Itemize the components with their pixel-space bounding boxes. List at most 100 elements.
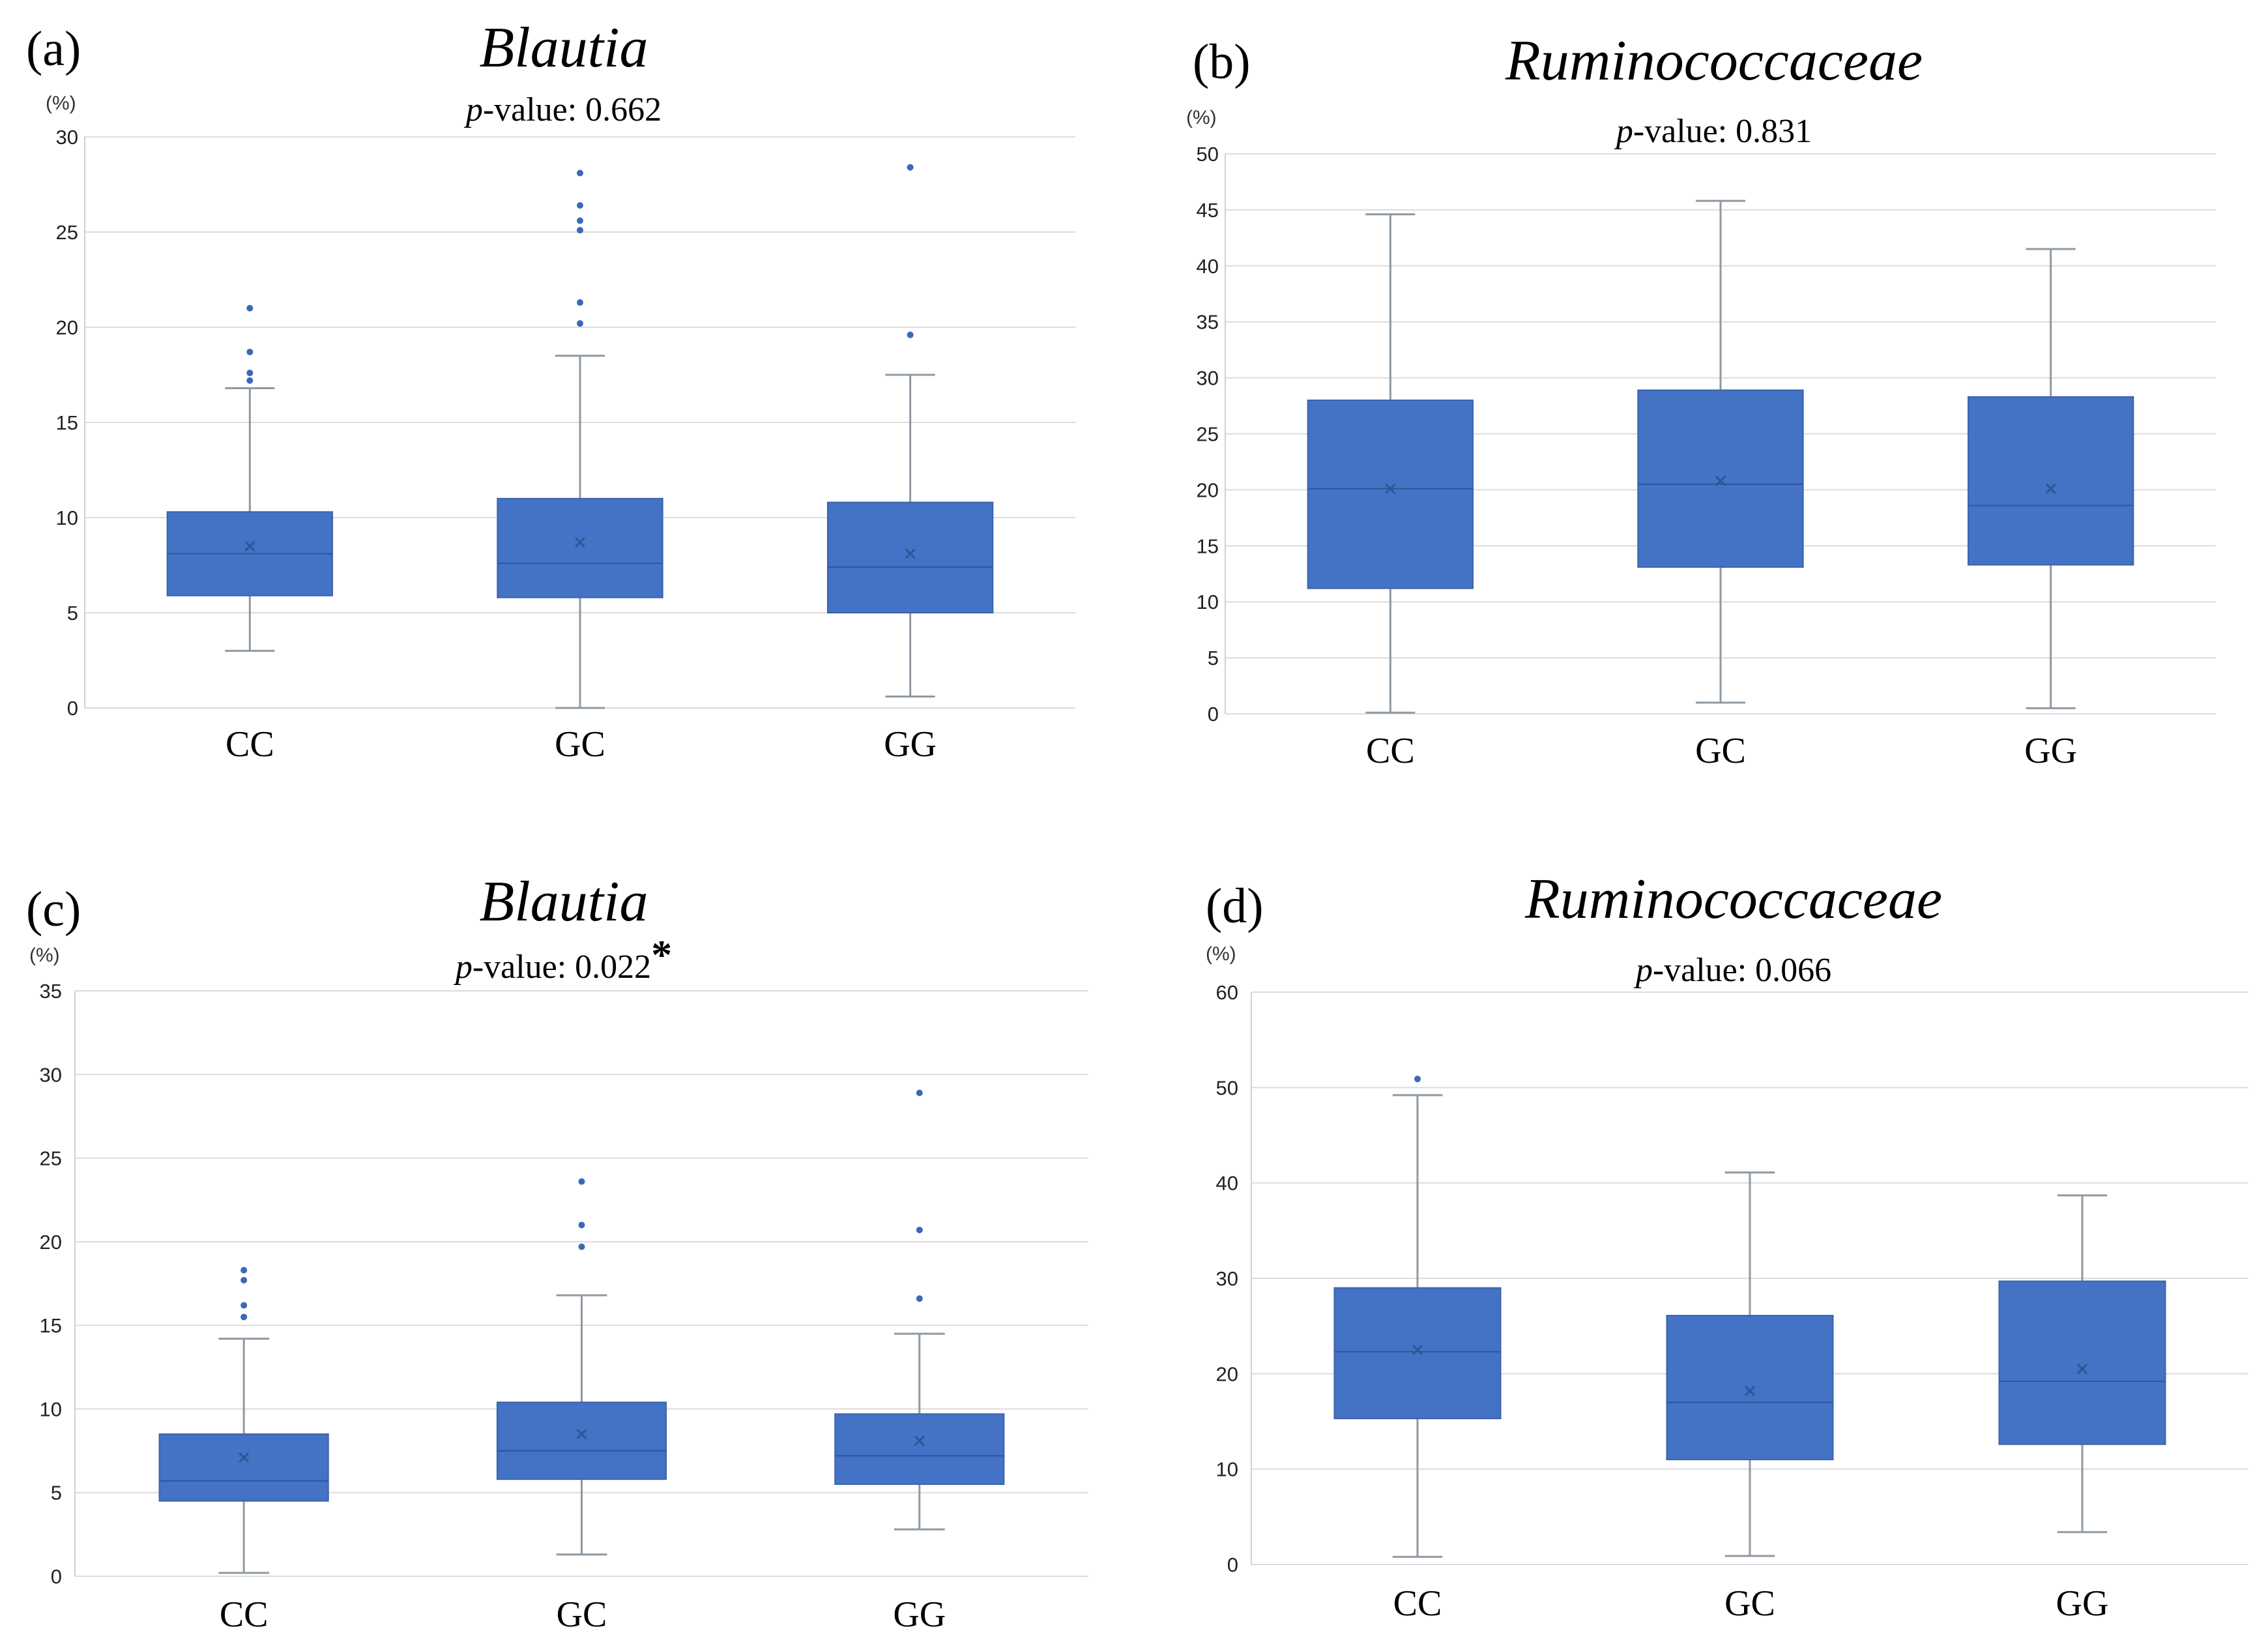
box-GG <box>1998 1194 2166 1533</box>
outlier-point <box>240 1267 248 1274</box>
y-tick-label: 20 <box>40 1231 62 1254</box>
outlier-point <box>577 217 583 224</box>
outlier-point <box>240 1276 248 1284</box>
p-value-text: -value: 0.831 <box>1633 113 1812 150</box>
panel-letter: (a) <box>26 22 81 76</box>
y-tick-label: 30 <box>40 1063 62 1086</box>
y-tick-label: 10 <box>1197 591 1219 613</box>
outlier-point <box>246 377 254 384</box>
y-tick-label: 0 <box>1208 703 1219 726</box>
outlier-point <box>577 227 583 234</box>
y-tick-label: 50 <box>1197 143 1219 166</box>
box-GG <box>827 164 994 698</box>
boxplot-panel-4: (d) Ruminococcaceae p-value: 0.066 (%) 0 10 20… <box>1206 868 2248 1624</box>
x-tick-label: GC <box>1695 731 1746 771</box>
y-tick-label: 25 <box>1197 423 1219 446</box>
y-tick-label: 40 <box>1216 1172 1238 1195</box>
y-tick-label: 5 <box>51 1482 62 1505</box>
outlier-point <box>577 299 583 306</box>
y-tick-label: 20 <box>1197 478 1219 501</box>
boxplot-panel-2: (b) Ruminococcaceae p-value: 0.831 (%) 0 5 10 1… <box>1186 29 2216 771</box>
p-value-text: -value: 0.662 <box>483 91 662 128</box>
mean-marker <box>1412 1344 1423 1355</box>
mean-marker <box>1385 483 1396 494</box>
chart-title: Ruminococcaceae <box>1505 29 1923 93</box>
y-tick-label: 50 <box>1216 1076 1238 1099</box>
chart-title: Blautia <box>479 870 648 933</box>
iqr-box <box>497 497 663 598</box>
box-GG <box>834 1089 1005 1531</box>
iqr-box <box>496 1402 667 1480</box>
y-tick-label: 20 <box>1216 1362 1238 1385</box>
iqr-box <box>1998 1280 2166 1445</box>
p-value-label: p-value: 0.662 <box>463 91 662 128</box>
p-value-text: -value: 0.066 <box>1653 952 1831 989</box>
x-tick-label: GG <box>884 724 937 765</box>
y-tick-label: 45 <box>1197 199 1219 222</box>
panel-letter: (d) <box>1206 879 1264 933</box>
iqr-box <box>158 1433 329 1502</box>
box-CC <box>1333 1076 1502 1558</box>
panel-letter: (c) <box>26 882 81 937</box>
outlier-point <box>577 320 583 327</box>
outlier-point <box>578 1243 585 1250</box>
y-unit-label: (%) <box>1206 943 1236 965</box>
outlier-point <box>916 1295 923 1302</box>
box-CC <box>158 1267 329 1574</box>
box-GC <box>1666 1171 1834 1557</box>
y-unit-label: (%) <box>29 945 60 966</box>
mean-marker <box>1715 475 1726 486</box>
x-tick-label: GC <box>557 1594 607 1631</box>
x-tick-label: GG <box>2056 1583 2109 1624</box>
p-value-prefix: p <box>1633 952 1653 989</box>
x-tick-label: CC <box>1393 1583 1442 1624</box>
y-tick-label: 15 <box>56 411 78 434</box>
y-tick-label: 15 <box>40 1314 62 1337</box>
mean-marker <box>905 548 916 559</box>
y-tick-label: 25 <box>40 1147 62 1170</box>
y-tick-label: 10 <box>40 1398 62 1420</box>
x-tick-label: GC <box>1724 1583 1775 1624</box>
iqr-box <box>827 501 994 614</box>
outlier-point <box>246 304 254 312</box>
mean-marker <box>574 536 586 548</box>
mean-marker <box>239 1452 250 1463</box>
mean-marker <box>2045 483 2056 494</box>
p-value-prefix: p <box>1614 113 1633 150</box>
x-tick-label: GC <box>555 724 605 765</box>
box-GC <box>1637 199 1804 704</box>
y-unit-label: (%) <box>46 93 76 114</box>
y-tick-label: 60 <box>1216 981 1238 1004</box>
outlier-point <box>907 164 914 171</box>
x-tick-label: GG <box>893 1594 946 1631</box>
p-value-prefix: p <box>463 91 483 128</box>
y-tick-label: 10 <box>1216 1458 1238 1481</box>
y-tick-label: 30 <box>56 126 78 149</box>
outlier-point <box>577 202 583 209</box>
box-CC <box>1307 213 1474 714</box>
y-tick-label: 40 <box>1197 255 1219 278</box>
outlier-point <box>916 1226 923 1233</box>
boxplot-panel-1: (a) Blautia p-value: 0.662 (%) 0 5 10 15 20 25 30 C… <box>26 16 1075 765</box>
y-tick-label: 35 <box>40 980 62 1003</box>
box-GG <box>1968 248 2134 709</box>
x-tick-label: CC <box>225 724 274 765</box>
mean-marker <box>914 1435 925 1447</box>
box-CC <box>166 304 333 652</box>
y-tick-label: 0 <box>67 697 78 720</box>
y-tick-label: 5 <box>67 602 78 624</box>
outlier-point <box>240 1314 248 1321</box>
outlier-point <box>246 348 254 355</box>
iqr-box <box>1666 1315 1834 1461</box>
y-unit-label: (%) <box>1186 107 1217 128</box>
iqr-box <box>834 1413 1005 1485</box>
box-GC <box>497 169 663 709</box>
x-tick-label: GG <box>2024 731 2077 771</box>
y-tick-label: 20 <box>56 316 78 339</box>
p-value-text: -value: 0.022 <box>472 948 651 986</box>
outlier-point <box>907 331 914 338</box>
outlier-point <box>240 1302 248 1309</box>
outlier-point <box>577 169 583 177</box>
x-tick-label: CC <box>220 1594 269 1631</box>
